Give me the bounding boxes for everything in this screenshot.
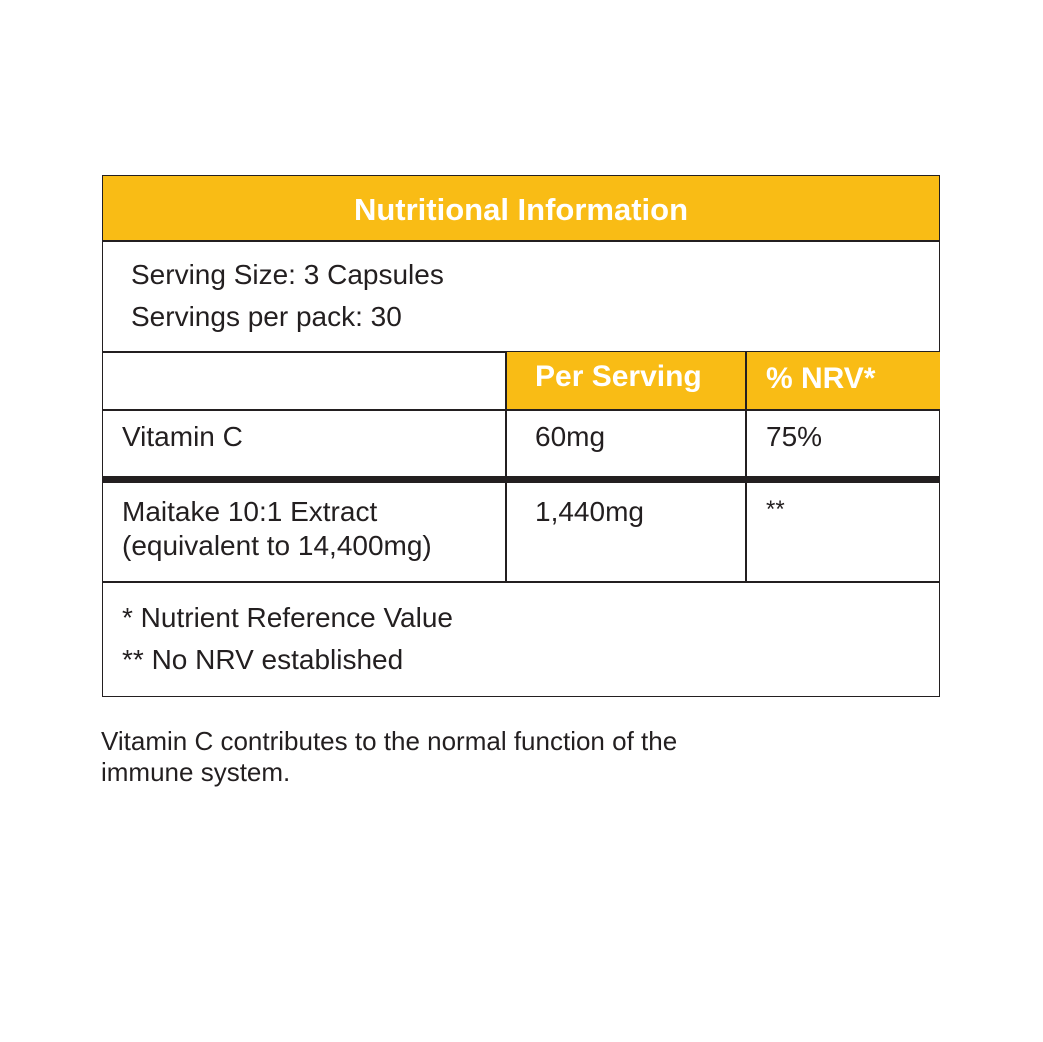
- table-title: Nutritional Information: [102, 175, 940, 242]
- column-header-per-serving: Per Serving: [535, 360, 702, 393]
- nutrient-note: (equivalent to 14,400mg): [122, 530, 432, 561]
- column-header-nrv: % NRV*: [766, 362, 876, 395]
- thick-divider: [102, 476, 940, 483]
- column-divider: [505, 352, 507, 582]
- nutrient-name: Vitamin C: [122, 421, 243, 452]
- serving-size: Serving Size: 3 Capsules: [131, 259, 444, 290]
- column-divider: [745, 352, 747, 582]
- nrv-value: 75%: [766, 421, 823, 452]
- caption-line: immune system.: [101, 757, 291, 787]
- serving-info: Serving Size: 3 Capsules Servings per pa…: [102, 240, 940, 353]
- column-header-bg: [506, 352, 940, 410]
- caption: Vitamin C contributes to the normal func…: [101, 726, 677, 788]
- nrv-value: **: [766, 496, 785, 523]
- caption-line: Vitamin C contributes to the normal func…: [101, 726, 678, 756]
- footnote: ** No NRV established: [122, 644, 404, 675]
- per-serving-value: 60mg: [535, 421, 606, 452]
- divider: [102, 581, 940, 583]
- nutrient-table: [102, 351, 940, 697]
- per-serving-value: 1,440mg: [535, 496, 644, 527]
- nutrient-name: Maitake 10:1 Extract: [122, 496, 378, 527]
- footnote: * Nutrient Reference Value: [122, 602, 453, 633]
- servings-per-pack: Servings per pack: 30: [131, 301, 402, 332]
- divider: [102, 409, 940, 411]
